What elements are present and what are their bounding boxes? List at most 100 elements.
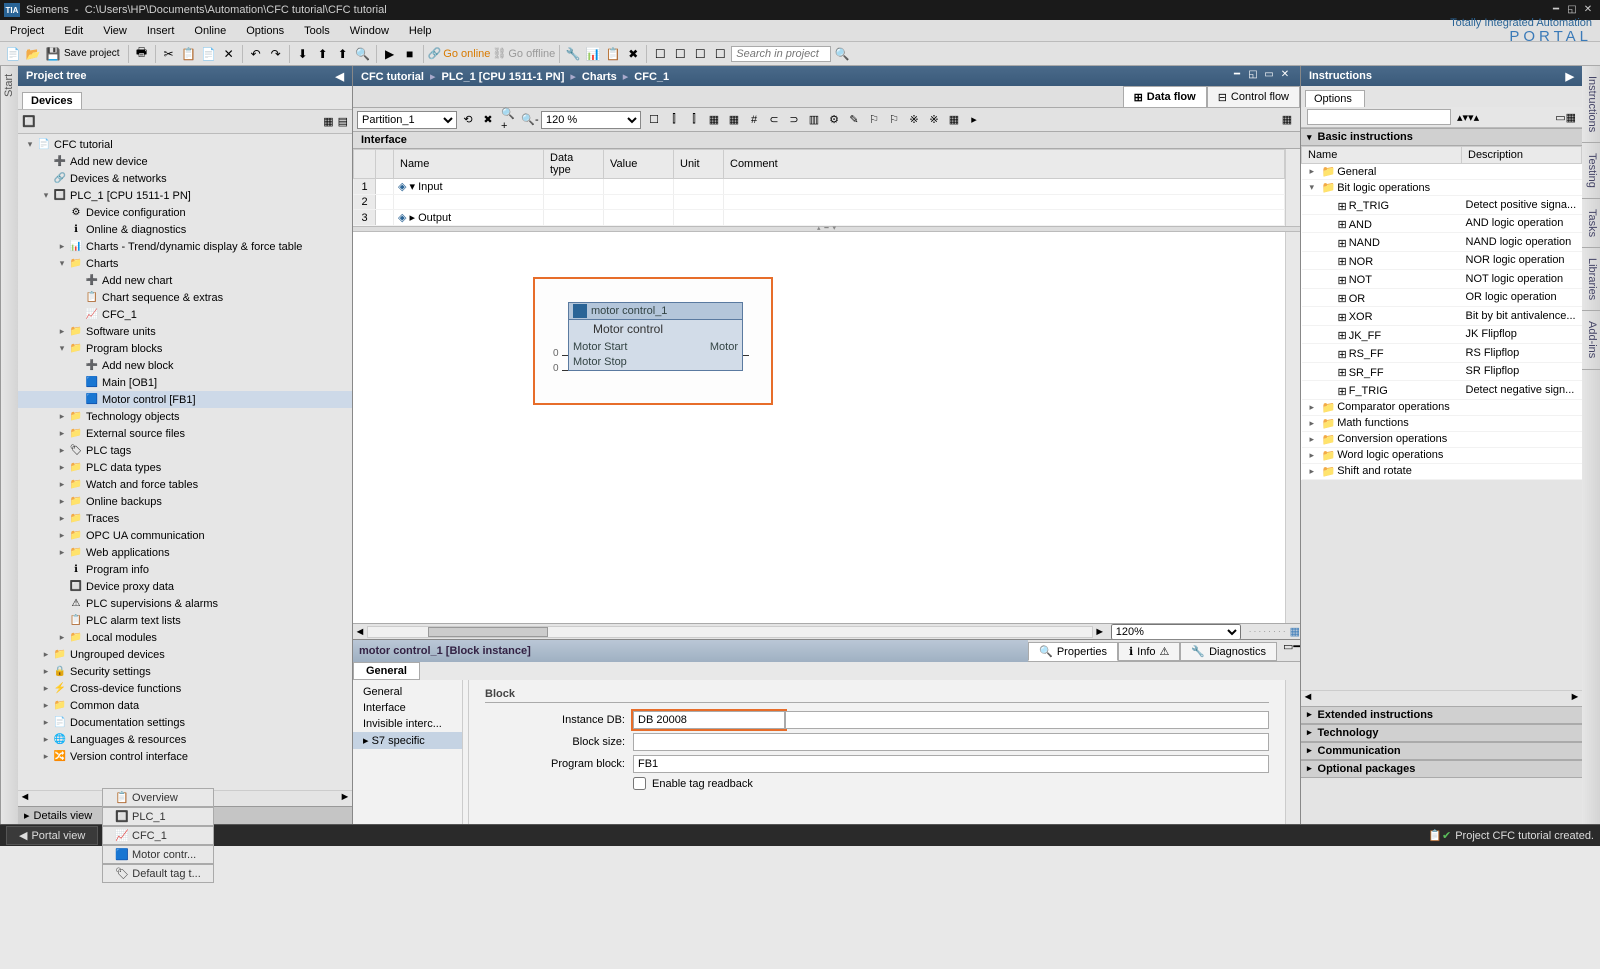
tree-node[interactable]: ▸ 📁 Online backups [18,493,352,510]
instruction-row[interactable]: ▸📁 Comparator operations [1302,399,1582,415]
tool-icon-1[interactable]: 🔧 [564,45,582,63]
editor-restore-icon[interactable]: ◱ [1246,69,1260,83]
layout-icon-1[interactable]: ☐ [651,45,669,63]
instr-scroll-right[interactable]: ► [1568,691,1582,706]
tree-node[interactable]: ▾ 🔲 PLC_1 [CPU 1511-1 PN] [18,187,352,204]
block-output-0[interactable]: Motor [710,340,738,355]
tree-expander-icon[interactable]: ▸ [56,479,68,490]
layout-icon-3[interactable]: ☐ [691,45,709,63]
collapse-icon[interactable]: ◀ [336,70,344,83]
tree-node[interactable]: ℹ Program info [18,561,352,578]
tree-expander-icon[interactable]: ▸ [56,496,68,507]
portal-view-button[interactable]: ◀ Portal view [6,826,98,845]
instruction-row[interactable]: ⊞ OR OR logic operation [1302,288,1582,307]
tree-tool-icon[interactable]: 🔲 [22,115,36,128]
side-tab-add-ins[interactable]: Add-ins [1582,311,1600,369]
accordion-header[interactable]: ▸Optional packages [1301,760,1582,778]
instruction-row[interactable]: ▾📁 Bit logic operations [1302,180,1582,196]
interface-row[interactable]: 3 ◈ ▸ Output [354,210,1285,226]
sort-asc-icon[interactable]: ▴▾ [1457,111,1468,124]
canvas-vscroll[interactable] [1285,232,1300,623]
search-input[interactable] [731,46,831,62]
tree-expander-icon[interactable]: ▾ [24,139,36,150]
options-tab[interactable]: Options [1305,90,1365,107]
layout-icon-4[interactable]: ☐ [711,45,729,63]
tree-node[interactable]: 🔲 Device proxy data [18,578,352,595]
tree-node[interactable]: ▸ 📁 OPC UA communication [18,527,352,544]
tree-expander-icon[interactable]: ▸ [40,734,52,745]
instr-scroll-left[interactable]: ◄ [1301,691,1315,706]
accordion-header[interactable]: ▸Extended instructions [1301,706,1582,724]
tree-scroll-left[interactable]: ◄ [18,791,32,806]
tree-expander-icon[interactable]: ▾ [56,258,68,269]
tree-node[interactable]: ▸ 📁 PLC data types [18,459,352,476]
editor-minimize-icon[interactable]: ━ [1230,69,1244,83]
inspector-max-icon[interactable]: ━ [1293,640,1300,661]
ed-icon-15[interactable]: ※ [925,111,943,129]
inspector-nav-item[interactable]: ▸ S7 specific [353,732,462,749]
readback-checkbox[interactable] [633,777,646,790]
search-go-icon[interactable]: 🔍 [833,45,851,63]
tree-expander-icon[interactable]: ▸ [56,547,68,558]
inspector-nav-item[interactable]: General [353,684,462,700]
search-icon[interactable]: 🔍 [354,45,372,63]
instruction-row[interactable]: ⊞ AND AND logic operation [1302,214,1582,233]
go-online-button[interactable]: 🔗Go online [428,47,491,60]
basic-instructions-header[interactable]: ▾ Basic instructions [1301,128,1582,146]
zoom-out-icon[interactable]: 🔍- [521,111,539,129]
ed-icon-17[interactable]: ▸ [965,111,983,129]
tree-node[interactable]: ▸ 🔀 Version control interface [18,748,352,765]
instruction-row[interactable]: ⊞ RS_FF RS Flipflop [1302,344,1582,363]
menu-project[interactable]: Project [0,25,54,37]
tree-node[interactable]: ▸ 📁 Watch and force tables [18,476,352,493]
tree-expander-icon[interactable]: ▸ [40,666,52,677]
tree-node[interactable]: 🟦 Main [OB1] [18,374,352,391]
tree-node[interactable]: ▸ 🌐 Languages & resources [18,731,352,748]
partition-select[interactable]: Partition_1 [357,111,457,129]
tree-node[interactable]: ⚠ PLC supervisions & alarms [18,595,352,612]
tree-node[interactable]: ▾ 📁 Charts [18,255,352,272]
menu-tools[interactable]: Tools [294,25,340,37]
undo-icon[interactable]: ↶ [247,45,265,63]
ed-icon-9[interactable]: ▥ [805,111,823,129]
taskbar-tab[interactable]: 📈 CFC_1 [102,826,214,845]
instruction-row[interactable]: ⊞ SR_FF SR Flipflop [1302,362,1582,381]
ed-icon-13[interactable]: ⚐ [885,111,903,129]
overview-icon[interactable]: ▦ [1290,625,1300,638]
tree-node[interactable]: ⚙ Device configuration [18,204,352,221]
ed-icon-7[interactable]: ⊂ [765,111,783,129]
ed-icon-5[interactable]: ▦ [725,111,743,129]
tab-control-flow[interactable]: ⊟Control flow [1207,86,1300,107]
zoom-in-icon[interactable]: 🔍+ [501,111,519,129]
inspector-min-icon[interactable]: ▭ [1283,640,1293,661]
subtab-general[interactable]: General [353,662,420,680]
tree-expander-icon[interactable]: ▸ [56,462,68,473]
tab-diagnostics[interactable]: 🔧 Diagnostics [1180,642,1277,661]
maximize-button[interactable]: ◱ [1564,3,1580,17]
download-icon[interactable]: ⬆ [314,45,332,63]
tree-expander-icon[interactable]: ▾ [40,190,52,201]
tree-expander-icon[interactable]: ▸ [40,683,52,694]
tree-expander-icon[interactable]: ▸ [40,751,52,762]
tree-view-icon-1[interactable]: ▦ [323,115,333,128]
tree-view-icon-2[interactable]: ▤ [338,115,348,128]
menu-edit[interactable]: Edit [54,25,93,37]
block-input-0[interactable]: Motor Start [573,340,627,355]
inspector-nav-item[interactable]: Invisible interc... [353,716,462,732]
options-view-icon-2[interactable]: ▦ [1566,111,1576,124]
menu-options[interactable]: Options [236,25,294,37]
tree-node[interactable]: ℹ Online & diagnostics [18,221,352,238]
ed-icon-14[interactable]: ※ [905,111,923,129]
new-project-icon[interactable]: 📄 [4,45,22,63]
side-tab-instructions[interactable]: Instructions [1582,66,1600,143]
save-project-button[interactable]: 💾 [44,45,62,63]
menu-window[interactable]: Window [340,25,399,37]
layout-icon-2[interactable]: ☐ [671,45,689,63]
interface-row[interactable]: 1 ◈ ▾ Input [354,179,1285,195]
tree-node[interactable]: ➕ Add new block [18,357,352,374]
tree-node[interactable]: ▸ 🏷 PLC tags [18,442,352,459]
tree-expander-icon[interactable]: ▸ [56,632,68,643]
tree-node[interactable]: ▾ 📁 Program blocks [18,340,352,357]
project-tree[interactable]: ▾ 📄 CFC tutorial ➕ Add new device 🔗 Devi… [18,134,352,790]
ed-icon-10[interactable]: ⚙ [825,111,843,129]
